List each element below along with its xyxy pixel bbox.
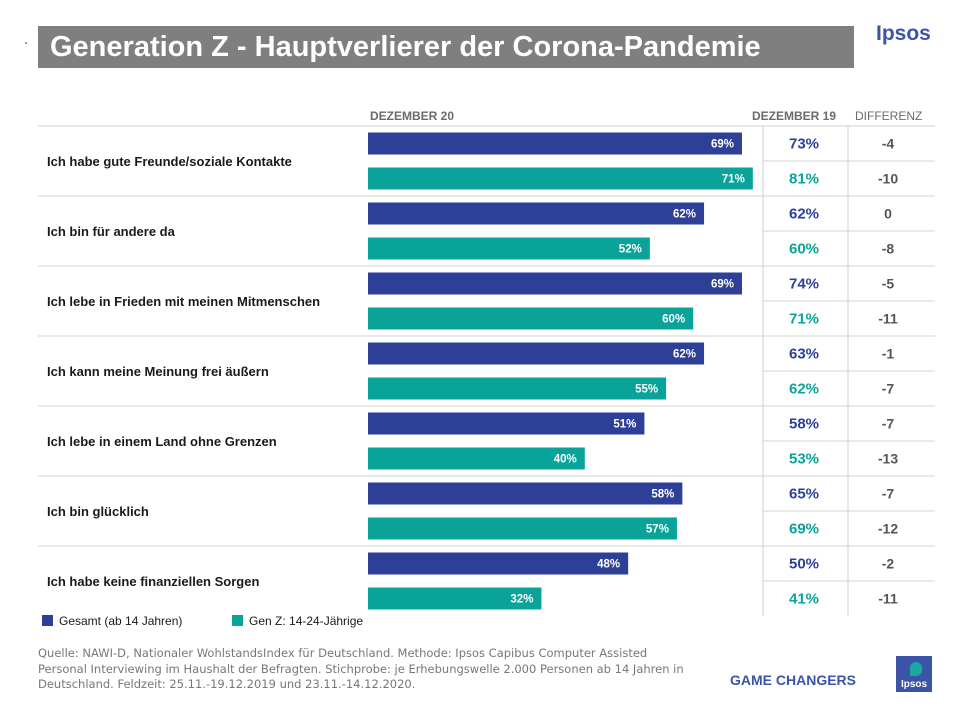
- bar: [368, 167, 753, 190]
- category-label: Ich bin glücklich: [47, 504, 149, 519]
- bar-value-label: 40%: [554, 454, 577, 466]
- column-header-dez20: DEZEMBER 20: [370, 109, 455, 123]
- legend-label-gesamt: Gesamt (ab 14 Jahren): [59, 614, 183, 628]
- legend-swatch-genz: [232, 615, 243, 626]
- dez19-value: 58%: [789, 416, 819, 433]
- bar: [368, 237, 650, 260]
- dez19-value: 74%: [789, 276, 819, 293]
- category-label: Ich habe keine finanziellen Sorgen: [47, 574, 259, 589]
- bar: [368, 587, 542, 610]
- bar: [368, 272, 742, 295]
- bar: [368, 482, 683, 505]
- legend-genz: Gen Z: 14-24-Jährige: [232, 614, 363, 628]
- category-label: Ich lebe in Frieden mit meinen Mitmensch…: [47, 294, 320, 309]
- bar-value-label: 58%: [651, 489, 674, 501]
- logo-drop-icon: [910, 662, 922, 676]
- dez19-value: 65%: [789, 486, 819, 503]
- dez19-value: 71%: [789, 311, 819, 328]
- dez19-value: 60%: [789, 241, 819, 258]
- difference-value: -12: [878, 521, 898, 537]
- bar-value-label: 62%: [673, 209, 696, 221]
- bar-value-label: 52%: [619, 244, 642, 256]
- difference-value: -1: [882, 346, 895, 362]
- category-label: Ich lebe in einem Land ohne Grenzen: [47, 434, 277, 449]
- bar: [368, 307, 694, 330]
- bar: [368, 412, 645, 435]
- page-title: Generation Z - Hauptverlierer der Corona…: [38, 26, 854, 68]
- bar-value-label: 71%: [722, 174, 745, 186]
- bar-value-label: 48%: [597, 559, 620, 571]
- difference-value: -5: [882, 276, 895, 292]
- logo-badge-text: Ipsos: [900, 679, 928, 690]
- bar: [368, 447, 585, 470]
- column-header-diff: DIFFERENZ: [855, 109, 923, 123]
- column-header-dez19: DEZEMBER 19: [752, 109, 837, 123]
- dez19-value: 63%: [789, 346, 819, 363]
- bar-value-label: 57%: [646, 524, 669, 536]
- legend-gesamt: Gesamt (ab 14 Jahren): [42, 614, 182, 628]
- dez19-value: 62%: [789, 206, 819, 223]
- source-note: Quelle: NAWI-D, Nationaler WohlstandsInd…: [38, 646, 684, 691]
- category-label: Ich kann meine Meinung frei äußern: [47, 364, 269, 379]
- dez19-value: 53%: [789, 451, 819, 468]
- dez19-value: 41%: [789, 591, 819, 608]
- dez19-value: 73%: [789, 136, 819, 153]
- bar: [368, 342, 705, 365]
- dez19-value: 81%: [789, 171, 819, 188]
- difference-value: -7: [882, 486, 895, 502]
- bar-value-label: 51%: [613, 419, 636, 431]
- bar-value-label: 69%: [711, 279, 734, 291]
- legend-swatch-gesamt: [42, 615, 53, 626]
- category-label: Ich bin für andere da: [47, 224, 176, 239]
- bar-value-label: 69%: [711, 139, 734, 151]
- bar: [368, 377, 667, 400]
- difference-value: -11: [878, 591, 898, 607]
- difference-value: -4: [882, 136, 895, 152]
- ipsos-logo: Ipsos: [876, 22, 931, 45]
- bar: [368, 552, 629, 575]
- difference-value: -8: [882, 241, 895, 257]
- bar-value-label: 60%: [662, 314, 685, 326]
- decorative-dot: [25, 42, 27, 44]
- difference-value: -13: [878, 451, 898, 467]
- bar-value-label: 62%: [673, 349, 696, 361]
- bar: [368, 202, 705, 225]
- bar-value-label: 55%: [635, 384, 658, 396]
- difference-value: -11: [878, 311, 898, 327]
- difference-value: -2: [882, 556, 895, 572]
- legend-label-genz: Gen Z: 14-24-Jährige: [249, 614, 364, 628]
- bar-value-label: 32%: [510, 594, 533, 606]
- ipsos-logo-badge: Ipsos: [896, 656, 932, 692]
- dez19-value: 50%: [789, 556, 819, 573]
- bar: [368, 517, 677, 540]
- dez19-value: 62%: [789, 381, 819, 398]
- difference-value: -7: [882, 416, 895, 432]
- category-label: Ich habe gute Freunde/soziale Kontakte: [47, 154, 292, 169]
- difference-value: -10: [878, 171, 898, 187]
- bar: [368, 132, 742, 155]
- difference-value: 0: [884, 206, 892, 222]
- dez19-value: 69%: [789, 521, 819, 538]
- difference-value: -7: [882, 381, 895, 397]
- game-changers-tagline: GAME CHANGERS: [730, 672, 857, 688]
- bar-chart: Ich habe gute Freunde/soziale Kontakte 69…: [38, 125, 935, 616]
